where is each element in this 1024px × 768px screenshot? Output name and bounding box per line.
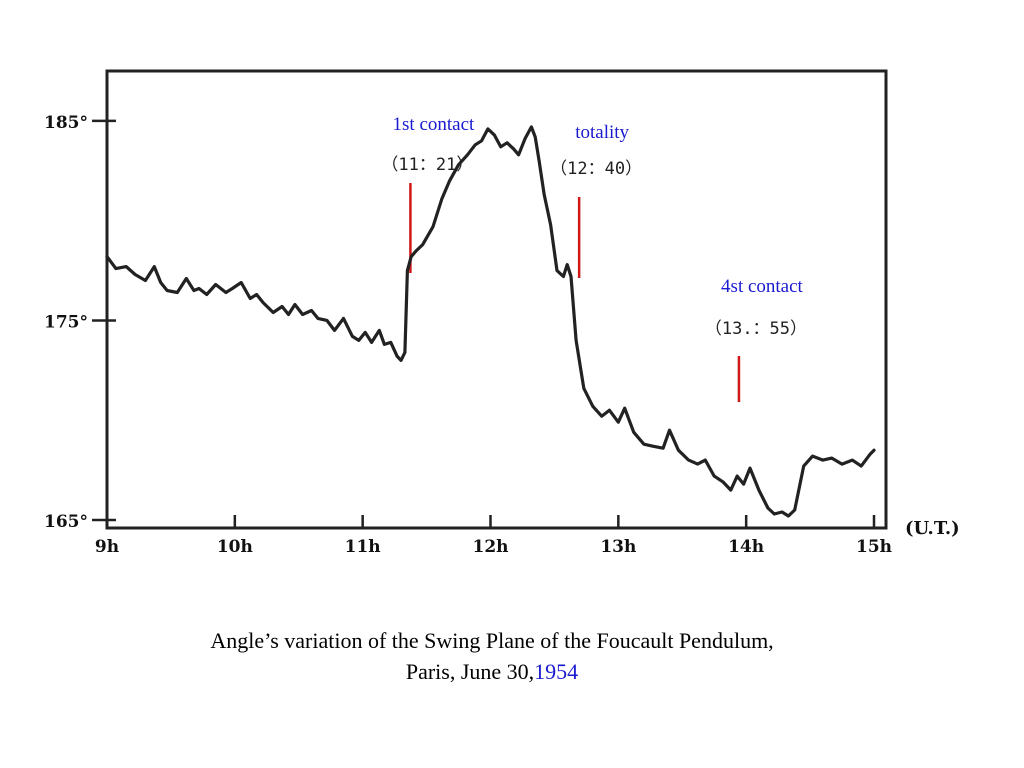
x-axis-unit-label: (U.T.) bbox=[905, 518, 960, 539]
x-tick-label: 9h bbox=[95, 537, 119, 557]
x-tick-label: 11h bbox=[345, 537, 381, 557]
annotation-time: （13.：55） bbox=[705, 319, 807, 339]
caption-line-1: Angle’s variation of the Swing Plane of … bbox=[210, 628, 774, 653]
x-tick-label: 12h bbox=[472, 537, 508, 557]
y-tick-label: 175° bbox=[44, 312, 88, 332]
y-tick-label: 165° bbox=[44, 512, 88, 532]
series-line bbox=[105, 125, 876, 518]
chart-caption: Angle’s variation of the Swing Plane of … bbox=[112, 625, 872, 687]
annotation-time: （12：40） bbox=[550, 159, 642, 179]
annotation-time: （11：21） bbox=[381, 155, 473, 175]
x-tick-label: 15h bbox=[856, 537, 892, 557]
chart: 165° 175° 185° 9h 10h 11h 12h 13h 14h 15h 1st co… bbox=[44, 69, 960, 557]
caption-place-date: Paris, June 30, bbox=[405, 659, 535, 684]
annotation-title: 1st contact bbox=[393, 114, 476, 135]
annotation-title: 4st contact bbox=[721, 276, 804, 297]
x-tick-label: 10h bbox=[217, 537, 253, 557]
x-tick-label: 14h bbox=[728, 537, 764, 557]
annotation-title: totality bbox=[575, 122, 629, 143]
caption-year: 1954 bbox=[534, 659, 579, 684]
x-tick-label: 13h bbox=[600, 537, 636, 557]
y-tick-label: 185° bbox=[44, 113, 88, 133]
plot-frame bbox=[105, 69, 888, 530]
caption-line-2: Paris, June 30,1954 bbox=[112, 656, 872, 687]
